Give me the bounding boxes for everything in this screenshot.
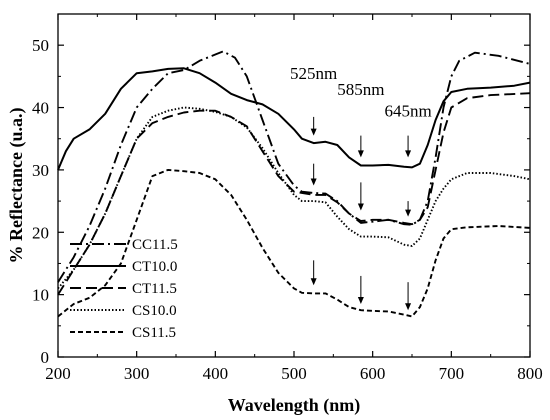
legend-label: CS10.0 (132, 303, 177, 319)
arrow-head (405, 150, 412, 158)
series-line-ct11-5 (57, 92, 531, 296)
annotation-525nm: 525nm (290, 64, 337, 83)
arrow-head (310, 178, 317, 186)
series-line-cs11-5 (57, 168, 531, 318)
legend-label: CC11.5 (132, 237, 178, 253)
x-tick-label: 800 (517, 364, 543, 383)
x-tick-label: 600 (360, 364, 386, 383)
arrow-head (405, 303, 412, 311)
y-tick-label: 0 (41, 348, 50, 367)
y-tick-label: 40 (32, 99, 49, 118)
annotation-645nm: 645nm (384, 102, 431, 121)
y-tick-label: 30 (32, 161, 49, 180)
annotation-arrows (310, 116, 412, 311)
arrow-head (310, 128, 317, 136)
arrow-head (405, 209, 412, 217)
legend: CC11.5 CT10.0 CT11.5 CS10.0 CS11.5 (70, 237, 178, 341)
x-tick-label: 700 (439, 364, 465, 383)
legend-label: CT11.5 (132, 281, 177, 297)
series-line-cc11-5 (57, 50, 531, 283)
y-tick-label: 10 (32, 286, 49, 305)
x-tick-label: 500 (281, 364, 307, 383)
arrow-head (310, 278, 317, 286)
y-axis-title: % Reflectance (u.a.) (6, 108, 27, 264)
x-axis-ticks: 200 300 400 500 600 700 800 (45, 14, 543, 383)
legend-label: CS11.5 (132, 325, 176, 341)
x-tick-label: 400 (203, 364, 229, 383)
plot-lines (57, 50, 531, 318)
legend-label: CT10.0 (132, 259, 177, 275)
series-line-cs10-0 (57, 106, 531, 290)
x-axis-title: Wavelength (nm) (228, 395, 361, 416)
annotation-585nm: 585nm (337, 80, 384, 99)
y-axis-ticks: 0 10 20 30 40 50 (32, 36, 530, 367)
arrow-head (357, 296, 364, 304)
x-tick-label: 300 (124, 364, 150, 383)
x-tick-label: 200 (45, 364, 71, 383)
y-tick-label: 50 (32, 36, 49, 55)
series-line-ct10-0 (57, 67, 531, 171)
arrow-head (357, 150, 364, 158)
y-tick-label: 20 (32, 223, 49, 242)
arrow-head (357, 203, 364, 211)
